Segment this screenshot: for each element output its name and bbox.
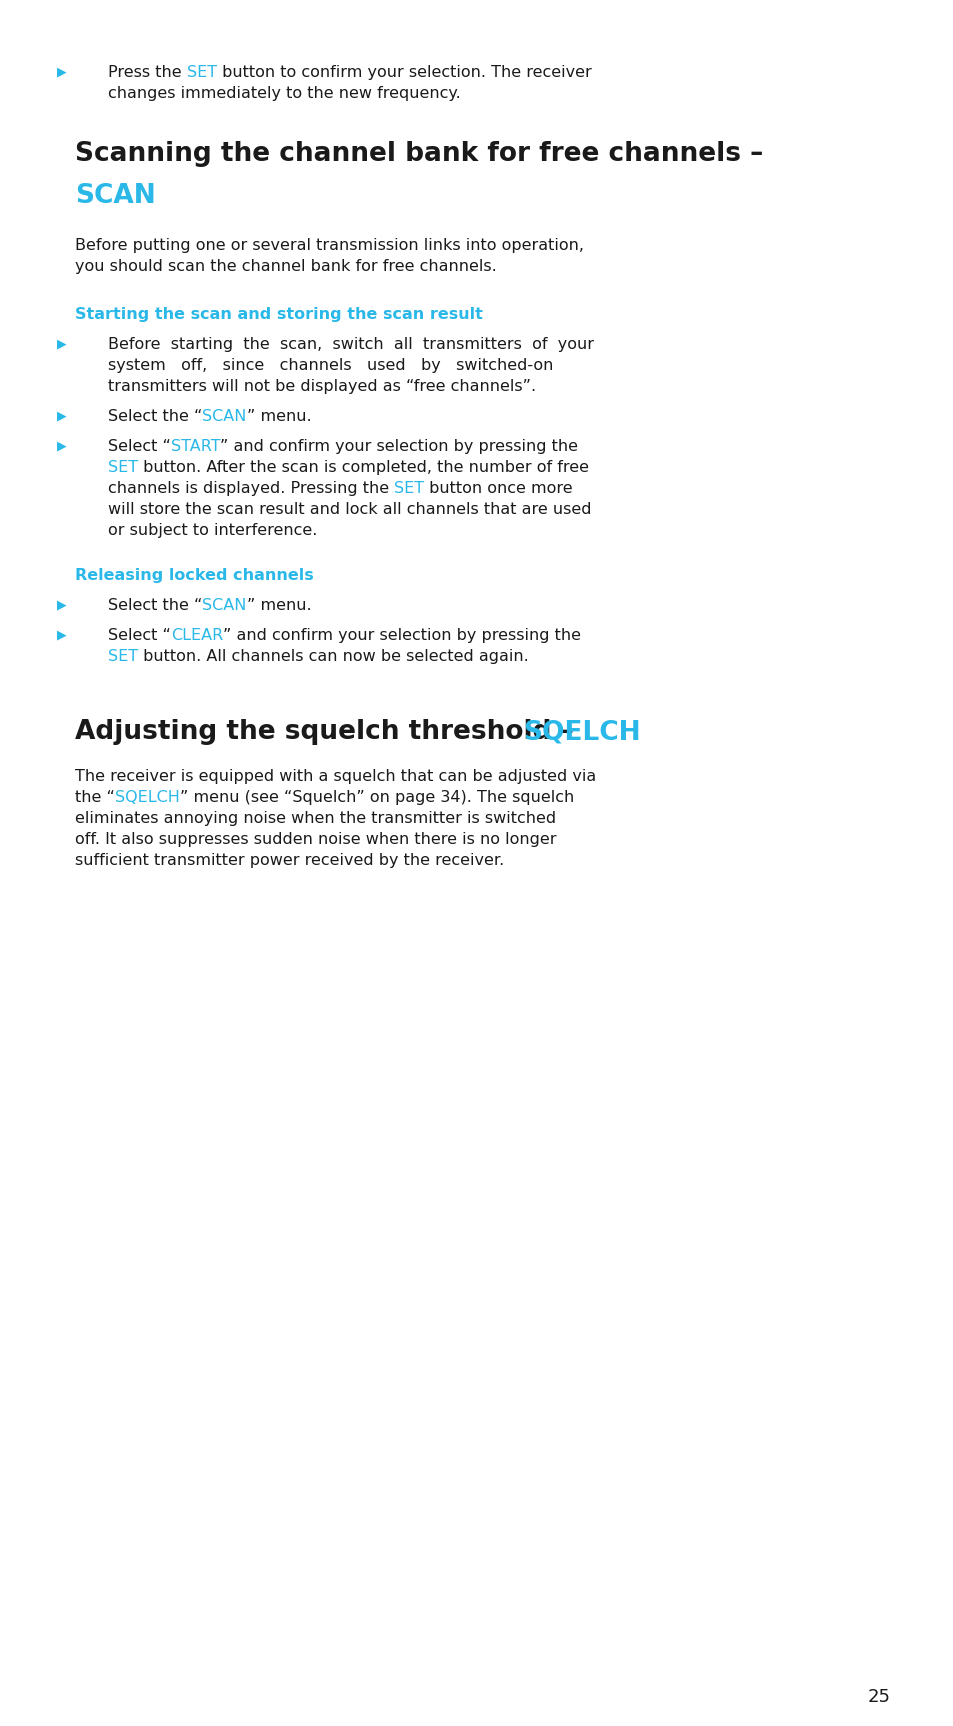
Text: Select “: Select “ bbox=[108, 628, 171, 644]
Text: 25: 25 bbox=[866, 1688, 889, 1705]
Text: Select the “: Select the “ bbox=[108, 409, 202, 425]
Text: SQELCH: SQELCH bbox=[523, 720, 640, 746]
Text: ” and confirm your selection by pressing the: ” and confirm your selection by pressing… bbox=[220, 438, 578, 454]
Text: will store the scan result and lock all channels that are used: will store the scan result and lock all … bbox=[108, 502, 591, 518]
Text: or subject to interference.: or subject to interference. bbox=[108, 523, 317, 539]
Text: SET: SET bbox=[187, 66, 216, 79]
Text: ▶: ▶ bbox=[57, 628, 67, 640]
Text: ▶: ▶ bbox=[57, 409, 67, 421]
Text: Press the: Press the bbox=[108, 66, 187, 79]
Text: you should scan the channel bank for free channels.: you should scan the channel bank for fre… bbox=[75, 259, 497, 274]
Text: button to confirm your selection. The receiver: button to confirm your selection. The re… bbox=[216, 66, 591, 79]
Text: SET: SET bbox=[394, 482, 424, 495]
Text: Scanning the channel bank for free channels –: Scanning the channel bank for free chann… bbox=[75, 142, 762, 167]
Text: ▶: ▶ bbox=[57, 597, 67, 611]
Text: Before putting one or several transmission links into operation,: Before putting one or several transmissi… bbox=[75, 238, 583, 254]
Text: system   off,   since   channels   used   by   switched-on: system off, since channels used by switc… bbox=[108, 357, 553, 373]
Text: SCAN: SCAN bbox=[202, 597, 247, 613]
Text: Before  starting  the  scan,  switch  all  transmitters  of  your: Before starting the scan, switch all tra… bbox=[108, 337, 594, 352]
Text: button once more: button once more bbox=[424, 482, 573, 495]
Text: transmitters will not be displayed as “free channels”.: transmitters will not be displayed as “f… bbox=[108, 380, 536, 394]
Text: SCAN: SCAN bbox=[202, 409, 247, 425]
Text: SET: SET bbox=[108, 461, 138, 475]
Text: Adjusting the squelch threshold –: Adjusting the squelch threshold – bbox=[75, 720, 582, 746]
Text: ▶: ▶ bbox=[57, 337, 67, 350]
Text: button. After the scan is completed, the number of free: button. After the scan is completed, the… bbox=[138, 461, 589, 475]
Text: CLEAR: CLEAR bbox=[171, 628, 223, 644]
Text: SET: SET bbox=[108, 649, 138, 665]
Text: ▶: ▶ bbox=[57, 66, 67, 78]
Text: off. It also suppresses sudden noise when there is no longer: off. It also suppresses sudden noise whe… bbox=[75, 832, 556, 847]
Text: ” and confirm your selection by pressing the: ” and confirm your selection by pressing… bbox=[223, 628, 580, 644]
Text: changes immediately to the new frequency.: changes immediately to the new frequency… bbox=[108, 86, 460, 102]
Text: SQELCH: SQELCH bbox=[114, 791, 179, 804]
Text: channels is displayed. Pressing the: channels is displayed. Pressing the bbox=[108, 482, 394, 495]
Text: Select the “: Select the “ bbox=[108, 597, 202, 613]
Text: sufficient transmitter power received by the receiver.: sufficient transmitter power received by… bbox=[75, 853, 504, 868]
Text: SCAN: SCAN bbox=[75, 183, 155, 209]
Text: ” menu.: ” menu. bbox=[247, 409, 311, 425]
Text: button. All channels can now be selected again.: button. All channels can now be selected… bbox=[138, 649, 528, 665]
Text: Releasing locked channels: Releasing locked channels bbox=[75, 568, 314, 583]
Text: ▶: ▶ bbox=[57, 438, 67, 452]
Text: eliminates annoying noise when the transmitter is switched: eliminates annoying noise when the trans… bbox=[75, 811, 556, 827]
Text: the “: the “ bbox=[75, 791, 114, 804]
Text: The receiver is equipped with a squelch that can be adjusted via: The receiver is equipped with a squelch … bbox=[75, 770, 596, 784]
Text: Select “: Select “ bbox=[108, 438, 171, 454]
Text: Starting the scan and storing the scan result: Starting the scan and storing the scan r… bbox=[75, 307, 482, 323]
Text: ” menu.: ” menu. bbox=[247, 597, 311, 613]
Text: START: START bbox=[171, 438, 220, 454]
Text: ” menu (see “Squelch” on page 34). The squelch: ” menu (see “Squelch” on page 34). The s… bbox=[179, 791, 574, 804]
